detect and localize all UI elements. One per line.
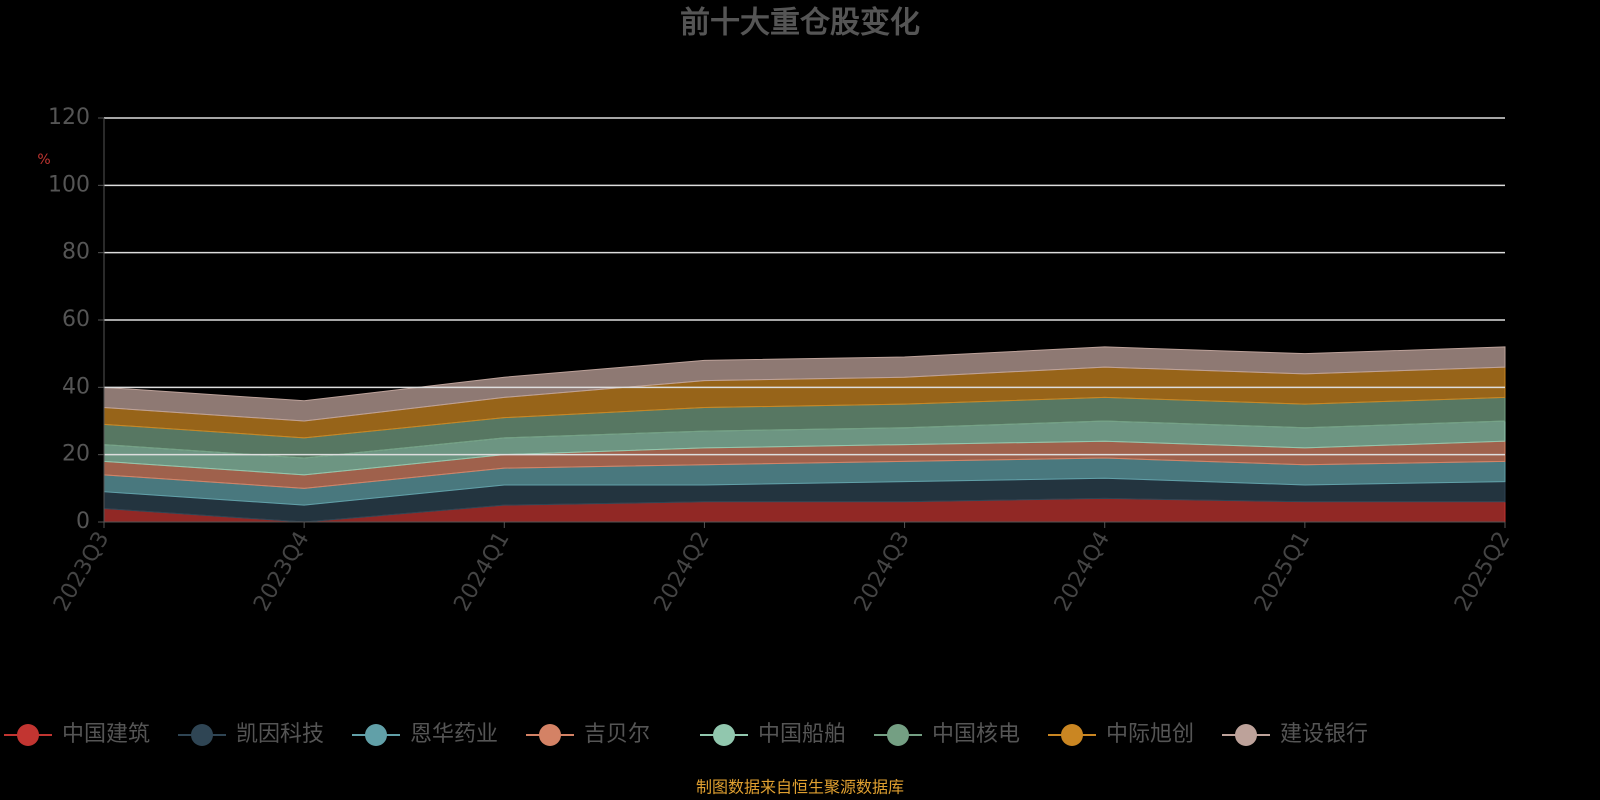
y-tick-label: 120 [48,105,90,130]
legend-label: 中国建筑 [62,722,150,747]
legend-marker [1061,724,1083,746]
legend-item[interactable]: 中国建筑 [4,722,150,747]
y-tick-label: 0 [76,509,90,534]
legend-item[interactable]: 吉贝尔 [526,722,650,747]
legend-label: 恩华药业 [410,722,498,747]
y-axis-label: % [37,152,50,168]
legend-item[interactable]: 建设银行 [1222,722,1368,747]
legend-label: 吉贝尔 [584,722,650,747]
legend-marker [713,724,735,746]
legend-marker [887,724,909,746]
y-tick-label: 100 [48,172,90,197]
legend-item[interactable]: 中际旭创 [1048,722,1194,747]
x-tick-label: 2023Q3 [49,528,114,616]
legend-item[interactable]: 恩华药业 [352,722,498,747]
legend-marker [191,724,213,746]
x-tick-label: 2024Q4 [1050,528,1115,616]
y-tick-label: 80 [62,240,90,265]
legend-label: 建设银行 [1280,722,1368,747]
legend-marker [539,724,561,746]
x-tick-label: 2024Q2 [650,528,715,616]
x-tick-label: 2023Q4 [249,528,314,616]
x-tick-label: 2024Q1 [449,528,514,616]
x-tick-label: 2025Q1 [1250,528,1315,616]
legend-marker [365,724,387,746]
legend-label: 中国船舶 [758,722,846,747]
source-note: 制图数据来自恒生聚源数据库 [696,778,904,797]
legend-item[interactable]: 中国船舶 [700,722,846,747]
legend-marker [17,724,39,746]
legend-item[interactable]: 凯因科技 [178,722,324,747]
legend-label: 中际旭创 [1106,722,1194,747]
legend-item[interactable]: 中国核电 [874,722,1020,747]
chart-title: 前十大重仓股变化 [680,6,920,41]
x-tick-label: 2025Q2 [1450,528,1515,616]
legend-marker [1235,724,1257,746]
x-tick-label: 2024Q3 [850,528,915,616]
y-tick-label: 20 [62,442,90,467]
legend-label: 中国核电 [932,722,1020,747]
y-tick-label: 60 [62,307,90,332]
y-tick-label: 40 [62,374,90,399]
area [103,346,1506,422]
legend-label: 凯因科技 [236,722,324,747]
